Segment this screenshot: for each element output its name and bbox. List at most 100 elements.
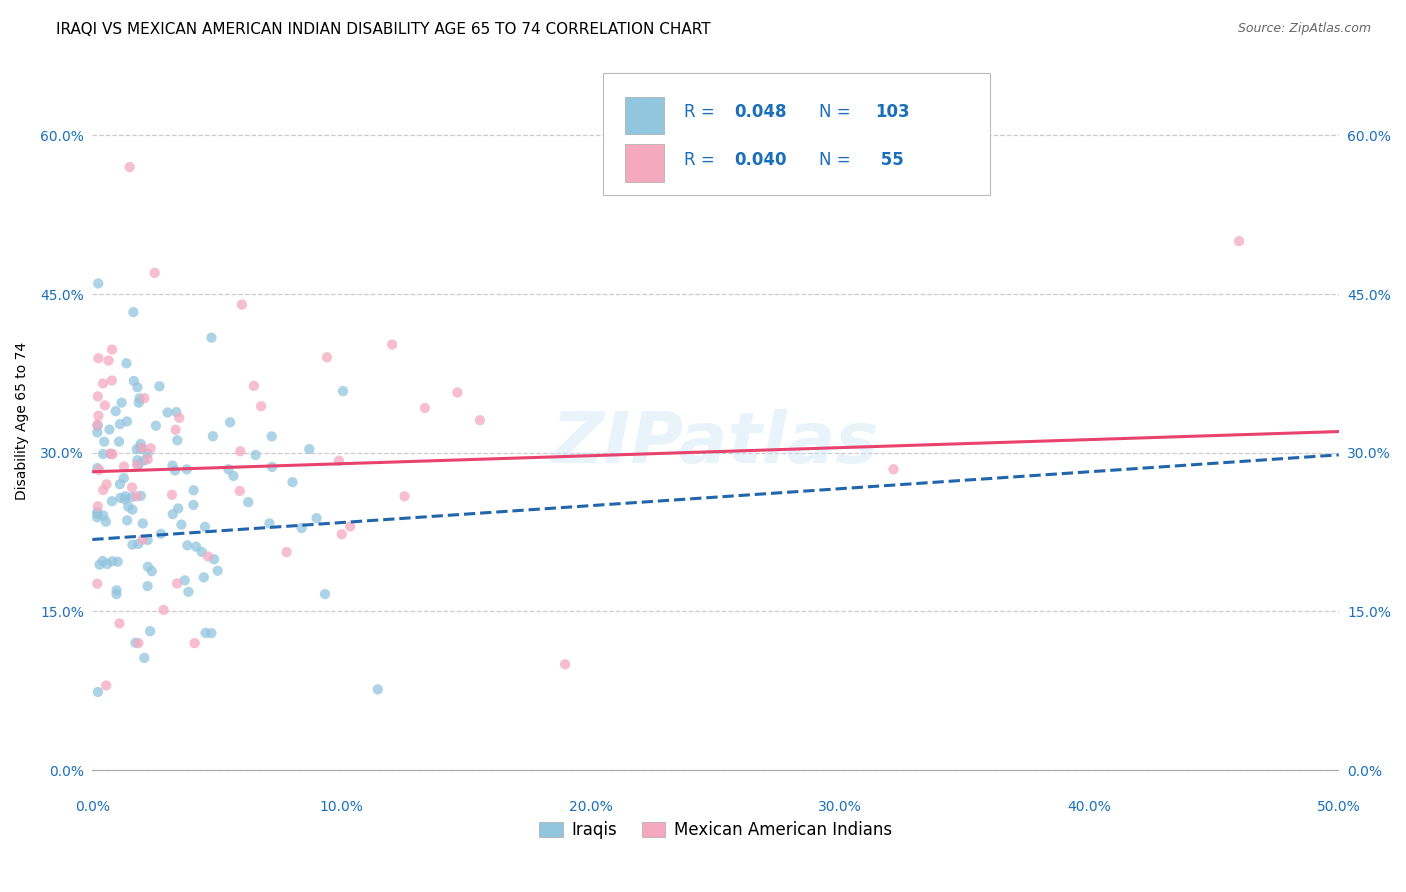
Text: R =: R =: [685, 151, 720, 169]
Point: [86, 418, 108, 433]
Point: [139, 442, 162, 456]
Point: [165, 423, 187, 437]
Point: [129, 441, 152, 455]
Point: [104, 404, 127, 418]
Point: [141, 564, 163, 578]
Point: [148, 379, 170, 393]
Point: [176, 462, 198, 476]
Point: [134, 651, 156, 665]
Point: [139, 624, 162, 639]
Point: [197, 549, 219, 564]
Point: [86, 417, 108, 432]
Point: [94, 678, 117, 692]
Point: [128, 392, 150, 406]
Point: [122, 305, 145, 319]
Point: [124, 636, 146, 650]
Point: [243, 379, 266, 393]
Point: [200, 331, 222, 345]
Point: [260, 429, 283, 443]
Point: [183, 498, 205, 512]
Point: [262, 459, 284, 474]
Point: [191, 545, 214, 559]
Point: [170, 517, 193, 532]
Point: [96, 477, 118, 491]
Point: [291, 521, 314, 535]
Point: [87, 389, 110, 403]
Point: [127, 453, 149, 467]
Point: [108, 616, 131, 631]
Point: [134, 453, 156, 467]
Point: [86, 425, 108, 440]
Point: [339, 519, 361, 533]
Point: [156, 405, 179, 419]
Point: [173, 574, 195, 588]
Point: [413, 401, 436, 415]
Point: [127, 458, 149, 472]
Point: [117, 500, 139, 514]
Point: [183, 636, 205, 650]
Point: [89, 558, 111, 572]
Point: [166, 434, 188, 448]
Point: [108, 434, 131, 449]
Point: [112, 459, 135, 474]
Point: [136, 579, 159, 593]
Point: [136, 446, 159, 460]
Point: [127, 380, 149, 394]
Point: [87, 351, 110, 366]
Point: [91, 508, 114, 523]
Point: [201, 429, 224, 443]
Point: [165, 405, 187, 419]
Point: [125, 442, 148, 457]
Point: [86, 461, 108, 475]
Text: R =: R =: [685, 103, 720, 121]
Point: [115, 414, 138, 428]
Point: [166, 576, 188, 591]
Point: [121, 490, 143, 504]
Point: [381, 337, 404, 351]
Point: [129, 437, 152, 451]
Point: [207, 564, 229, 578]
Point: [184, 540, 207, 554]
Point: [194, 626, 217, 640]
Point: [122, 374, 145, 388]
Point: [193, 570, 215, 584]
Point: [231, 297, 253, 311]
Point: [160, 488, 183, 502]
Point: [136, 452, 159, 467]
Point: [93, 434, 115, 449]
Point: [132, 516, 155, 531]
Point: [328, 453, 350, 467]
Point: [107, 555, 129, 569]
Point: [229, 444, 252, 458]
Point: [129, 489, 152, 503]
Point: [134, 391, 156, 405]
Point: [219, 415, 242, 429]
Point: [298, 442, 321, 456]
Point: [112, 471, 135, 485]
Point: [114, 492, 136, 507]
Text: N =: N =: [820, 151, 856, 169]
Point: [882, 462, 904, 476]
Point: [87, 500, 110, 514]
Point: [86, 510, 108, 524]
Point: [110, 491, 132, 505]
Point: [115, 356, 138, 370]
Point: [91, 483, 114, 497]
Point: [183, 483, 205, 498]
Point: [101, 447, 124, 461]
Point: [163, 464, 186, 478]
Point: [87, 277, 110, 291]
Point: [118, 160, 141, 174]
Point: [468, 413, 491, 427]
Point: [152, 603, 174, 617]
Point: [245, 448, 267, 462]
Point: [131, 533, 153, 547]
Point: [281, 475, 304, 490]
Point: [97, 353, 120, 368]
Text: 55: 55: [875, 151, 904, 169]
Point: [314, 587, 336, 601]
Point: [162, 507, 184, 521]
Point: [108, 477, 131, 491]
Point: [111, 395, 134, 409]
Point: [94, 515, 117, 529]
